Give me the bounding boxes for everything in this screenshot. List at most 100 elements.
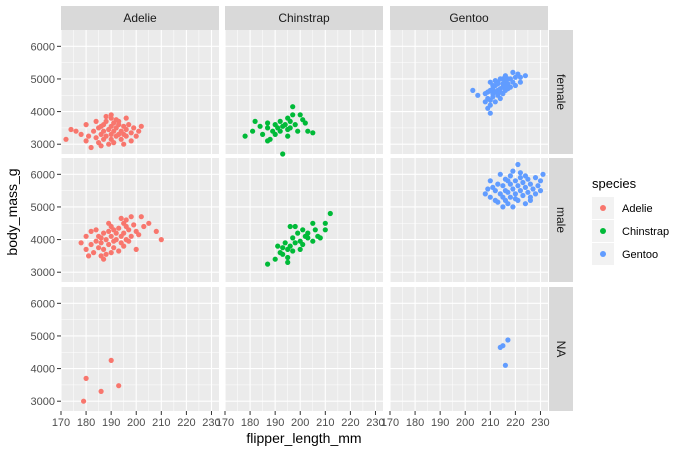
data-point [138, 214, 144, 220]
panel-background [61, 287, 219, 411]
data-point [522, 184, 529, 190]
data-point [532, 175, 539, 181]
facet-row-strip-female [549, 30, 573, 154]
data-point [487, 194, 493, 200]
data-point [103, 133, 109, 139]
data-point [510, 204, 516, 210]
data-point [512, 82, 519, 89]
panel-background [61, 158, 219, 282]
data-point [305, 128, 311, 134]
data-point [158, 237, 164, 243]
data-point [272, 131, 278, 137]
data-point [113, 237, 119, 243]
data-point [510, 168, 516, 174]
data-point [111, 227, 117, 233]
data-point [83, 246, 89, 252]
data-point [108, 250, 114, 256]
y-tick-label: 5000 [31, 331, 55, 343]
x-tick-label: 200 [456, 417, 474, 429]
data-point [517, 170, 524, 176]
data-point [103, 118, 109, 124]
data-point [505, 189, 511, 195]
data-point [123, 133, 129, 139]
data-point [287, 243, 293, 249]
data-point [83, 233, 89, 239]
panel-background [225, 30, 383, 154]
data-point [522, 173, 529, 179]
data-point [285, 254, 291, 261]
panel-background [390, 287, 548, 411]
x-tick-label: 190 [431, 417, 449, 429]
data-point [118, 136, 124, 142]
data-point [126, 122, 132, 128]
data-point [527, 197, 534, 203]
x-tick-label: 230 [202, 417, 220, 429]
panel-adelie-male [60, 158, 219, 282]
data-point [103, 237, 109, 243]
data-point [260, 131, 266, 137]
data-point [512, 196, 519, 202]
data-point [277, 118, 283, 124]
legend-key-chinstrap [600, 228, 606, 234]
data-point [103, 113, 109, 120]
data-point [101, 246, 107, 252]
panel-background [225, 158, 383, 282]
data-point [517, 175, 524, 181]
data-point [91, 250, 97, 256]
data-point [512, 178, 519, 184]
data-point [292, 240, 298, 246]
data-point [285, 133, 291, 139]
data-point [116, 225, 122, 231]
data-point [98, 240, 104, 246]
data-point [101, 128, 107, 134]
data-point [290, 248, 296, 254]
data-point [106, 141, 112, 147]
data-point [507, 194, 513, 200]
data-point [295, 230, 301, 236]
data-point [252, 118, 258, 124]
data-point [510, 186, 516, 192]
data-point [487, 87, 493, 93]
data-point [327, 210, 333, 217]
data-point [280, 151, 286, 157]
panel-gentoo-na [389, 287, 548, 411]
data-point [287, 223, 293, 230]
x-tick-label: 170 [52, 417, 70, 429]
data-point [507, 84, 513, 90]
x-tick-label: 180 [406, 417, 424, 429]
data-point [128, 214, 134, 220]
data-point [287, 125, 293, 131]
facet-row-label: NA [554, 341, 568, 358]
data-point [63, 136, 69, 142]
legend-label-gentoo: Gentoo [622, 249, 658, 261]
data-point [322, 220, 328, 226]
x-tick-label: 200 [127, 417, 145, 429]
panel-adelie-female [60, 30, 219, 154]
panel-background [390, 30, 548, 154]
x-tick-label: 220 [177, 417, 195, 429]
data-point [312, 227, 318, 233]
data-point [517, 74, 524, 80]
data-point [502, 197, 508, 203]
data-point [515, 161, 521, 168]
data-point [98, 235, 104, 241]
data-point [505, 76, 511, 82]
x-axis-title: flipper_length_mm [246, 430, 361, 446]
data-point [482, 191, 488, 197]
x-tick-label: 220 [506, 417, 524, 429]
data-point [98, 123, 104, 129]
data-point [116, 383, 122, 389]
data-point [141, 223, 147, 230]
data-point [530, 186, 536, 192]
y-tick-label: 6000 [31, 41, 55, 53]
data-point [136, 128, 142, 134]
data-point [108, 357, 114, 363]
x-tick-label: 190 [102, 417, 120, 429]
legend-title: species [592, 176, 637, 191]
data-point [98, 143, 104, 149]
data-point [68, 126, 74, 133]
y-tick-label: 3000 [31, 267, 55, 279]
data-point [290, 112, 296, 118]
panel-background [61, 30, 219, 154]
data-point [123, 223, 129, 230]
